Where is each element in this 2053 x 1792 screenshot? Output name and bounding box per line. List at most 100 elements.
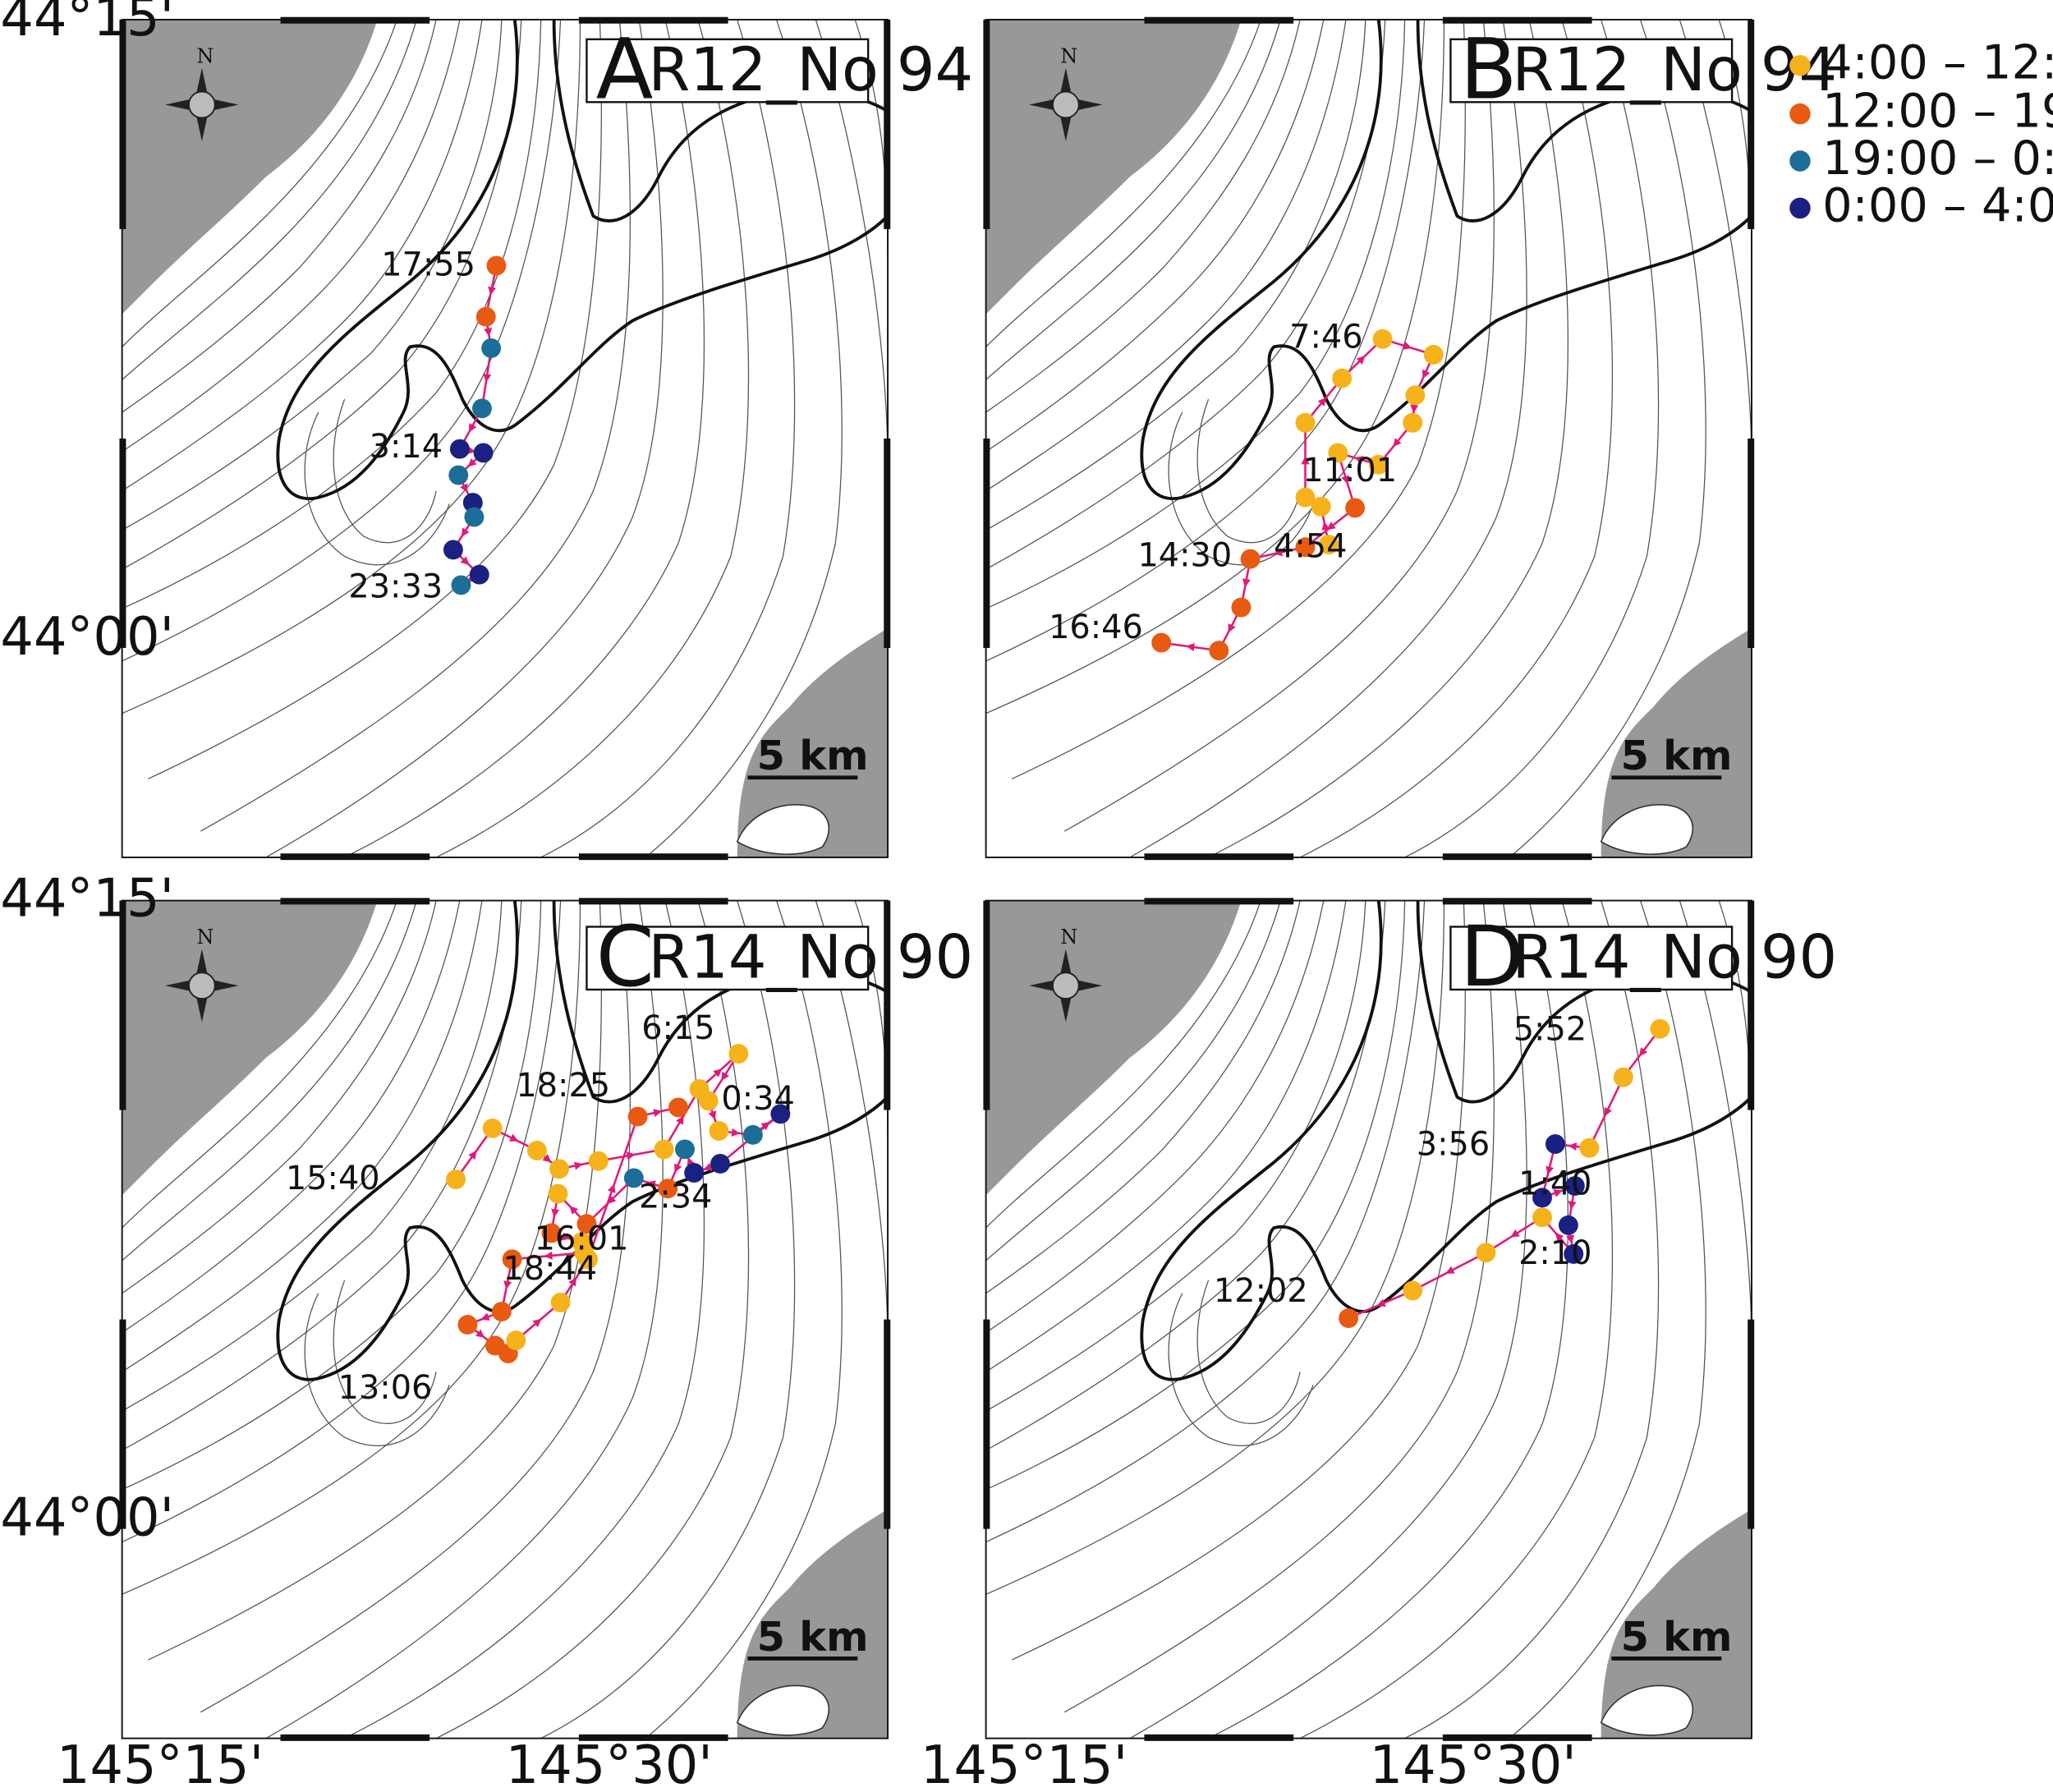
legend-swatch: [1789, 103, 1811, 125]
track-point: [541, 1223, 562, 1243]
track-point: [486, 255, 507, 276]
lat-label-bottom-c: 44°00': [0, 1488, 174, 1549]
time-label: 13:06: [338, 1369, 433, 1407]
track-point: [623, 1168, 644, 1188]
track-point: [1231, 597, 1252, 618]
panel-c-frame: [121, 899, 889, 1739]
time-label: 3:14: [370, 428, 443, 466]
track-point: [451, 575, 471, 595]
legend-item: 12:00 – 19:00: [1789, 84, 2053, 139]
panel-a-title-box: A R12_No.94: [586, 21, 973, 119]
track-point: [1332, 368, 1353, 388]
panel-title: R14_No.90: [1512, 923, 1837, 993]
legend-swatch: [1789, 197, 1811, 219]
track-point: [502, 1249, 522, 1270]
time-label: 12:02: [1214, 1272, 1308, 1310]
track-segment: [480, 347, 493, 409]
north-label: N: [196, 926, 214, 949]
track-point: [1368, 454, 1389, 475]
north-label: N: [196, 45, 214, 68]
time-label: 15:40: [286, 1160, 380, 1197]
track-point: [1532, 1188, 1552, 1208]
track-point: [550, 1292, 571, 1312]
time-label: 18:25: [516, 1067, 610, 1105]
track-point: [462, 493, 483, 512]
track-point: [473, 443, 494, 463]
track-point: [1545, 1134, 1565, 1154]
lon-label-right-c: 145°30': [506, 1735, 713, 1792]
time-label: 7:46: [1289, 318, 1362, 356]
time-label: 1:40: [1518, 1165, 1591, 1203]
track-point: [464, 507, 485, 527]
panel-a: N A R12_No.94 5 km 17:55 3:14 23:33: [119, 16, 973, 861]
track-segment: [455, 1128, 494, 1180]
track-point: [549, 1159, 569, 1179]
panel-letter: D: [1460, 908, 1525, 1006]
panel-title: R14_No.90: [648, 923, 973, 993]
track-segment: [598, 1148, 664, 1163]
track-point: [588, 1151, 609, 1171]
legend-label: 19:00 – 0:00: [1822, 131, 2053, 186]
track-point: [1558, 1215, 1578, 1235]
track-point: [728, 1044, 749, 1064]
time-label: 17:55: [381, 246, 475, 284]
panel-letter: A: [596, 21, 654, 119]
scale-bar-label: 5 km: [1621, 1613, 1733, 1661]
track-point: [548, 1183, 568, 1204]
panel-a-track: 17:55 3:14 23:33: [348, 246, 507, 606]
track-point: [1295, 487, 1316, 508]
legend-item: 19:00 – 0:00: [1789, 131, 2053, 186]
time-label: 4:54: [1274, 527, 1347, 565]
track-point: [684, 1163, 705, 1183]
panel-a-frame: [121, 18, 889, 858]
track-point: [1403, 1280, 1423, 1301]
track-point: [471, 398, 492, 419]
panel-d-track: 5:52 3:56 1:40 2:10 12:02: [1214, 1010, 1670, 1328]
track-segment: [663, 1088, 700, 1151]
track-point: [1476, 1243, 1496, 1263]
time-label: 2:34: [639, 1178, 712, 1215]
panel-d-scale-bar: 5 km: [1611, 1613, 1732, 1661]
legend-label: 4:00 – 12:00: [1822, 35, 2053, 90]
track-segment: [1348, 1289, 1413, 1320]
track-point: [1403, 412, 1423, 433]
track-point: [1532, 1207, 1552, 1228]
panel-d: N D R14_No.90 5 km 5:52 3:56 1:40 2:10 12:02: [983, 898, 1837, 1741]
lon-label-left-c: 145°15': [57, 1735, 264, 1792]
scale-bar-label: 5 km: [757, 732, 869, 779]
time-label: 16:01: [535, 1220, 629, 1257]
track-segment: [1412, 1252, 1487, 1292]
panel-b-frame: [985, 18, 1752, 858]
track-point: [448, 465, 469, 485]
panel-b-border-ticks: [983, 16, 1755, 861]
panel-b-track: 7:46 11:01 4:54 14:30 16:46: [1049, 318, 1444, 661]
north-label: N: [1060, 926, 1077, 949]
panel-c: N C R14_No.90 5 km 6:15 18:25 0:34 15:40 2:3…: [119, 898, 973, 1741]
panel-c-title-box: C R14_No.90: [586, 908, 973, 1006]
panel-b-compass: N: [1028, 45, 1104, 143]
track-point: [469, 564, 489, 585]
legend-swatch: [1789, 150, 1811, 172]
track-point: [1319, 535, 1339, 555]
track-point: [1564, 1243, 1584, 1264]
track-segment: [1588, 1077, 1624, 1149]
track-point: [668, 1097, 688, 1118]
lon-label-right-d: 145°30': [1370, 1735, 1577, 1792]
panel-letter: C: [596, 908, 654, 1006]
legend-item: 0:00 – 4:00: [1789, 177, 2053, 232]
legend-label: 0:00 – 4:00: [1822, 177, 2053, 232]
lat-label-top-c: 44°15': [0, 869, 174, 930]
track-point: [475, 306, 496, 327]
panel-c-scale-bar: 5 km: [747, 1613, 869, 1661]
track-point: [1339, 1308, 1359, 1328]
panel-c-compass: N: [164, 926, 240, 1023]
panel-d-frame: [985, 899, 1752, 1739]
panel-d-title-box: D R14_No.90: [1449, 908, 1837, 1006]
track-point: [1650, 1018, 1670, 1039]
panel-a-border-ticks: [119, 16, 891, 861]
track-point: [709, 1121, 729, 1142]
panel-b: N B R12_No.94 5 km 7:46 11:01 4:54 14:30 16:…: [983, 16, 1837, 861]
north-label: N: [1060, 45, 1077, 68]
panel-d-compass: N: [1028, 926, 1104, 1023]
